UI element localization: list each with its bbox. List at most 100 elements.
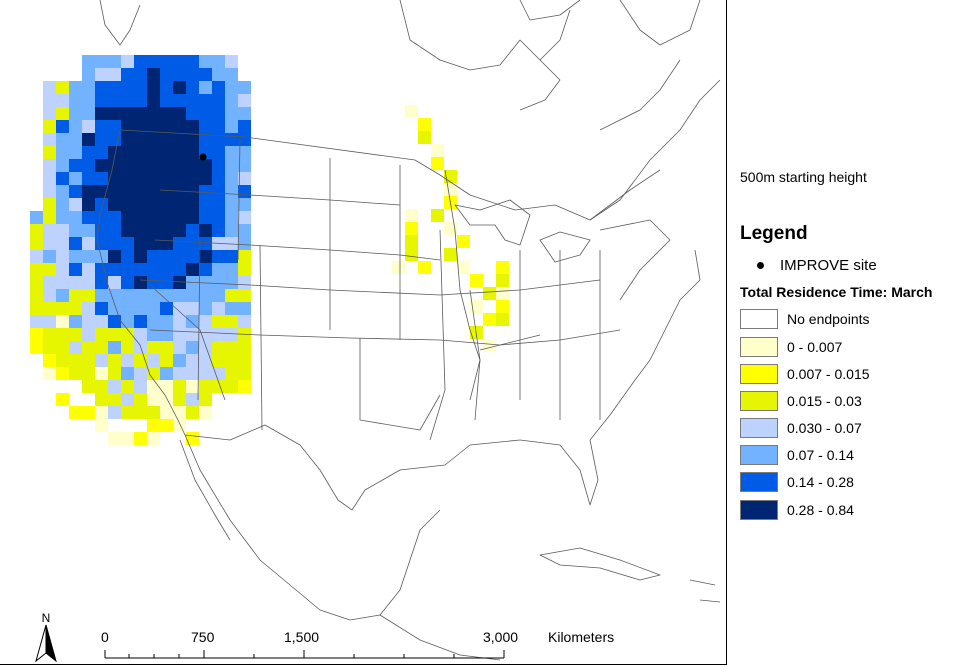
grid-cell xyxy=(69,237,82,250)
legend-swatch xyxy=(740,309,778,329)
grid-cell xyxy=(225,55,238,68)
grid-cell xyxy=(82,406,95,419)
grid-cell xyxy=(30,250,43,263)
grid-cell xyxy=(56,276,69,289)
grid-cell xyxy=(470,300,483,313)
grid-cell xyxy=(444,222,457,235)
grid-cell xyxy=(43,185,56,198)
grid-cell xyxy=(108,302,121,315)
grid-cell xyxy=(173,276,186,289)
grid-cell xyxy=(134,289,147,302)
grid-cell xyxy=(108,250,121,263)
grid-cell xyxy=(56,393,69,406)
grid-cell xyxy=(121,289,134,302)
grid-cell xyxy=(225,146,238,159)
residence-time-grid xyxy=(30,55,509,445)
grid-cell xyxy=(108,198,121,211)
grid-cell xyxy=(186,120,199,133)
grid-cell xyxy=(212,94,225,107)
grid-cell xyxy=(186,146,199,159)
scale-tick-label: 750 xyxy=(191,629,215,645)
grid-cell xyxy=(173,198,186,211)
grid-cell xyxy=(444,248,457,261)
grid-cell xyxy=(160,302,173,315)
grid-cell xyxy=(134,250,147,263)
grid-cell xyxy=(186,432,199,445)
grid-cell xyxy=(134,224,147,237)
grid-cell xyxy=(160,406,173,419)
grid-cell xyxy=(418,131,431,144)
grid-cell xyxy=(82,237,95,250)
grid-cell xyxy=(225,237,238,250)
grid-cell xyxy=(134,237,147,250)
grid-cell xyxy=(108,354,121,367)
grid-cell xyxy=(212,146,225,159)
grid-cell xyxy=(121,315,134,328)
grid-cell xyxy=(82,224,95,237)
grid-cell xyxy=(147,55,160,68)
grid-cell xyxy=(212,367,225,380)
grid-cell xyxy=(95,133,108,146)
north-label: N xyxy=(42,611,51,625)
grid-cell xyxy=(173,341,186,354)
grid-cell xyxy=(160,328,173,341)
legend-swatch xyxy=(740,445,778,465)
scale-tick-label: 3,000 xyxy=(483,629,519,645)
grid-cell xyxy=(173,185,186,198)
grid-cell xyxy=(134,406,147,419)
basemap-outlines xyxy=(96,0,721,661)
grid-cell xyxy=(69,302,82,315)
grid-cell xyxy=(199,133,212,146)
grid-cell xyxy=(225,315,238,328)
legend-title: Legend xyxy=(740,223,808,244)
grid-cell xyxy=(95,341,108,354)
grid-cell xyxy=(121,237,134,250)
grid-cell xyxy=(95,211,108,224)
grid-cell xyxy=(160,380,173,393)
grid-cell xyxy=(95,120,108,133)
grid-cell xyxy=(134,107,147,120)
grid-cell xyxy=(56,263,69,276)
legend-swatch xyxy=(740,472,778,492)
legend-swatch xyxy=(740,337,778,357)
grid-cell xyxy=(108,68,121,81)
grid-cell xyxy=(108,263,121,276)
grid-cell xyxy=(69,81,82,94)
grid-cell xyxy=(199,315,212,328)
grid-cell xyxy=(56,133,69,146)
grid-cell xyxy=(69,94,82,107)
grid-cell xyxy=(186,172,199,185)
grid-cell xyxy=(147,406,160,419)
grid-cell xyxy=(238,185,251,198)
grid-cell xyxy=(147,81,160,94)
grid-cell xyxy=(30,315,43,328)
grid-cell xyxy=(147,302,160,315)
grid-cell xyxy=(199,211,212,224)
grid-cell xyxy=(173,328,186,341)
grid-cell xyxy=(69,185,82,198)
grid-cell xyxy=(108,107,121,120)
grid-cell xyxy=(56,198,69,211)
grid-cell xyxy=(173,289,186,302)
grid-cell xyxy=(238,120,251,133)
grid-cell xyxy=(160,367,173,380)
grid-cell xyxy=(431,209,444,222)
grid-cell xyxy=(199,289,212,302)
grid-cell xyxy=(199,328,212,341)
grid-cell xyxy=(160,198,173,211)
grid-cell xyxy=(108,81,121,94)
grid-cell xyxy=(160,94,173,107)
grid-cell xyxy=(212,263,225,276)
grid-cell xyxy=(43,276,56,289)
grid-cell xyxy=(43,133,56,146)
grid-cell xyxy=(43,81,56,94)
grid-cell xyxy=(43,198,56,211)
grid-cell xyxy=(69,406,82,419)
grid-cell xyxy=(238,302,251,315)
grid-cell xyxy=(160,419,173,432)
grid-cell xyxy=(147,263,160,276)
grid-cell xyxy=(134,185,147,198)
grid-cell xyxy=(108,367,121,380)
grid-cell xyxy=(134,81,147,94)
grid-cell xyxy=(147,432,160,445)
